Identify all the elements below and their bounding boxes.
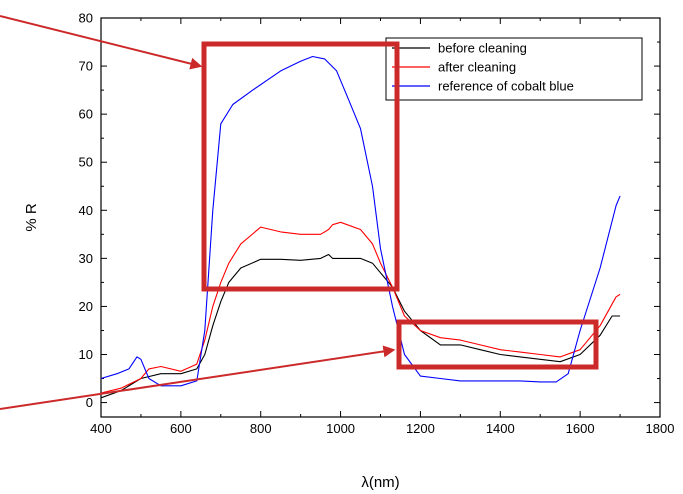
x-tick-label: 600: [170, 421, 192, 436]
series-line: [100, 253, 621, 399]
annotation-layer: [0, 15, 599, 410]
x-tick-label: 1200: [406, 421, 435, 436]
y-tick-label: 20: [79, 299, 93, 314]
highlight-box-ir-region: [396, 319, 599, 370]
x-tick-label: 400: [90, 421, 112, 436]
y-tick-label: 60: [79, 107, 93, 122]
y-tick-label: 70: [79, 59, 93, 74]
highlight-box-visible-region: [201, 41, 400, 292]
y-tick-label: 50: [79, 155, 93, 170]
y-tick-label: 80: [79, 11, 93, 26]
legend-label: before cleaning: [438, 41, 527, 56]
x-tick-label: 1800: [646, 421, 675, 436]
x-tick-label: 1400: [486, 421, 515, 436]
annotation-arrow-top: [0, 15, 203, 70]
x-tick-label: 800: [250, 421, 272, 436]
series-line: [100, 55, 621, 387]
x-axis-title: λ(nm): [361, 474, 399, 491]
y-tick-label: 10: [79, 347, 93, 362]
legend: before cleaning after cleaning reference o…: [385, 37, 643, 101]
annotation-arrow-bottom: [0, 345, 396, 410]
legend-label: reference of cobalt blue: [438, 79, 574, 94]
y-axis-title: % R: [23, 203, 40, 232]
y-tick-label: 30: [79, 251, 93, 266]
legend-label: after cleaning: [438, 60, 516, 75]
series-line: [100, 221, 621, 394]
y-tick-label: 40: [79, 203, 93, 218]
series-layer: [100, 55, 621, 399]
x-tick-label: 1000: [326, 421, 355, 436]
y-tick-label: 0: [86, 395, 93, 410]
x-tick-label: 1600: [566, 421, 595, 436]
axis-ticks-layer: 400 600 800 1000 1200 1400 1600 1800 0 10 20 30 40 50…: [79, 11, 675, 437]
